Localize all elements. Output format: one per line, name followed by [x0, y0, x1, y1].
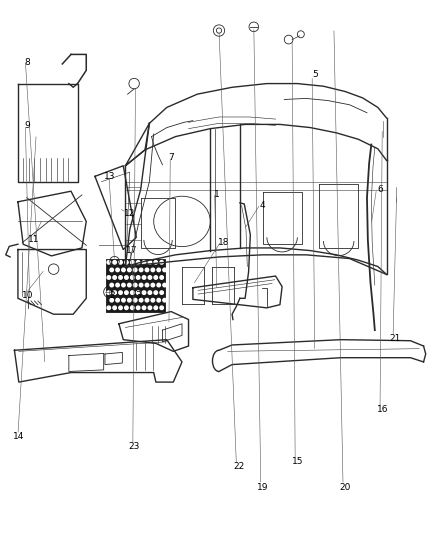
Circle shape	[127, 284, 131, 287]
Circle shape	[125, 306, 128, 310]
Circle shape	[113, 276, 117, 279]
Bar	[328, 23, 338, 33]
Circle shape	[127, 268, 131, 272]
Circle shape	[136, 306, 140, 310]
Text: 20: 20	[339, 482, 351, 491]
Text: 7: 7	[168, 154, 174, 163]
Circle shape	[142, 306, 146, 310]
Circle shape	[134, 284, 137, 287]
Circle shape	[157, 268, 160, 272]
Circle shape	[119, 291, 122, 294]
Circle shape	[148, 306, 152, 310]
Circle shape	[160, 306, 163, 310]
Text: 14: 14	[13, 432, 25, 441]
Text: 10: 10	[22, 291, 33, 300]
Circle shape	[110, 284, 113, 287]
Circle shape	[151, 298, 155, 302]
Circle shape	[131, 261, 134, 264]
Circle shape	[127, 298, 131, 302]
Circle shape	[139, 284, 143, 287]
Circle shape	[157, 284, 160, 287]
Text: 3: 3	[136, 291, 141, 300]
Circle shape	[113, 306, 117, 310]
Circle shape	[125, 261, 128, 264]
Circle shape	[131, 291, 134, 294]
Circle shape	[122, 284, 125, 287]
Circle shape	[154, 276, 158, 279]
Circle shape	[113, 261, 117, 264]
Text: 12: 12	[124, 209, 135, 218]
Circle shape	[107, 306, 110, 310]
Circle shape	[148, 276, 152, 279]
Circle shape	[107, 291, 110, 294]
Circle shape	[131, 276, 134, 279]
Circle shape	[151, 268, 155, 272]
Circle shape	[134, 268, 137, 272]
Circle shape	[125, 291, 128, 294]
Text: 22: 22	[233, 463, 244, 471]
Circle shape	[136, 276, 140, 279]
Text: 5: 5	[312, 70, 318, 79]
Circle shape	[125, 276, 128, 279]
Circle shape	[148, 291, 152, 294]
Circle shape	[116, 268, 119, 272]
Text: 19: 19	[257, 482, 268, 491]
Circle shape	[134, 298, 137, 302]
Circle shape	[110, 268, 113, 272]
Circle shape	[145, 268, 149, 272]
Circle shape	[163, 268, 166, 272]
Circle shape	[163, 298, 166, 302]
Text: 17: 17	[126, 246, 138, 255]
Circle shape	[107, 261, 110, 264]
Circle shape	[160, 261, 163, 264]
Circle shape	[136, 261, 140, 264]
Text: 1: 1	[214, 190, 220, 199]
Bar	[106, 259, 165, 312]
Circle shape	[119, 276, 122, 279]
Circle shape	[119, 261, 122, 264]
Circle shape	[163, 284, 166, 287]
Circle shape	[157, 298, 160, 302]
Text: 13: 13	[104, 172, 116, 181]
Text: 6: 6	[377, 185, 383, 194]
Circle shape	[142, 276, 146, 279]
Circle shape	[119, 306, 122, 310]
Circle shape	[139, 268, 143, 272]
Circle shape	[154, 291, 158, 294]
Text: 2: 2	[110, 291, 115, 300]
Circle shape	[151, 284, 155, 287]
Text: 18: 18	[218, 238, 229, 247]
Circle shape	[142, 291, 146, 294]
Text: 21: 21	[389, 334, 401, 343]
Circle shape	[131, 306, 134, 310]
Text: 8: 8	[25, 58, 30, 67]
Text: 4: 4	[260, 201, 265, 210]
Circle shape	[113, 291, 117, 294]
Circle shape	[116, 298, 119, 302]
Circle shape	[107, 276, 110, 279]
Text: 23: 23	[128, 442, 140, 451]
Circle shape	[110, 298, 113, 302]
Circle shape	[116, 284, 119, 287]
Circle shape	[160, 291, 163, 294]
Circle shape	[139, 298, 143, 302]
Circle shape	[145, 284, 149, 287]
Text: 11: 11	[28, 236, 40, 245]
Circle shape	[148, 261, 152, 264]
Circle shape	[145, 298, 149, 302]
Circle shape	[122, 298, 125, 302]
Text: 9: 9	[25, 122, 30, 131]
Circle shape	[142, 261, 146, 264]
Circle shape	[154, 261, 158, 264]
Text: 16: 16	[376, 405, 388, 414]
Text: 15: 15	[292, 457, 303, 466]
Circle shape	[154, 306, 158, 310]
Circle shape	[136, 291, 140, 294]
Circle shape	[122, 268, 125, 272]
Circle shape	[160, 276, 163, 279]
